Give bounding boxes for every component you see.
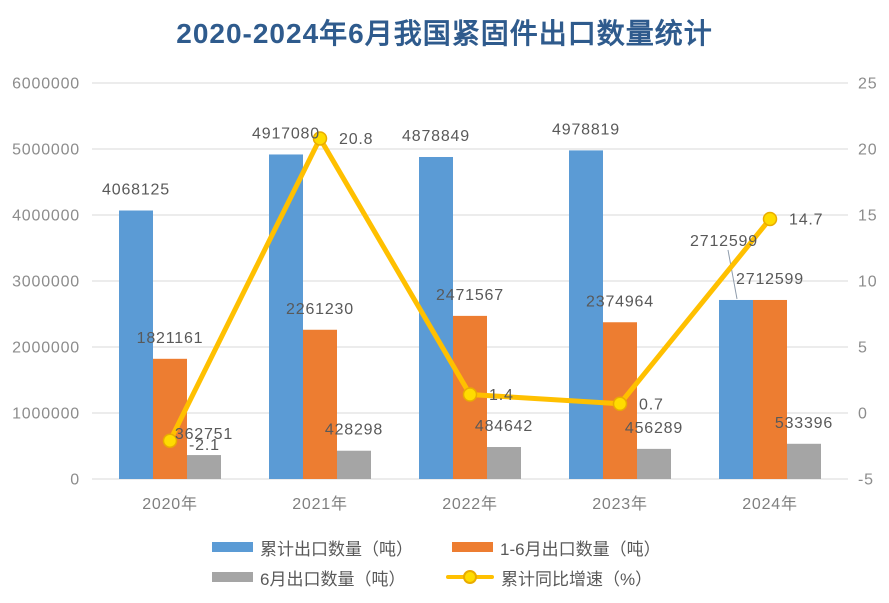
bar-cumulative-export-2023年 bbox=[569, 150, 603, 479]
line-label-yoy-cumulative-growth: 0.7 bbox=[639, 396, 664, 413]
line-label-yoy-cumulative-growth: -2.1 bbox=[189, 437, 220, 454]
bar-label-june-export: 362751 bbox=[175, 426, 233, 443]
bar-label-jan-jun-export: 2712599 bbox=[736, 271, 804, 288]
bar-jan-jun-export-2021年 bbox=[303, 329, 337, 479]
bar-cumulative-export-2024年 bbox=[719, 299, 753, 479]
marker-yoy-cumulative-growth-2020年 bbox=[162, 433, 178, 448]
marker-yoy-cumulative-growth-2021年 bbox=[312, 131, 328, 146]
x-axis-label: 2021年 bbox=[292, 495, 348, 513]
line-label-yoy-cumulative-growth: 14.7 bbox=[789, 211, 823, 228]
bar-june-export-2021年 bbox=[337, 450, 371, 479]
bar-label-cumulative-export: 4068125 bbox=[102, 182, 170, 199]
y-axis-left-tick: 1000000 bbox=[12, 406, 80, 423]
bar-label-jan-jun-export: 2471567 bbox=[436, 287, 504, 304]
bar-jan-jun-export-2024年 bbox=[753, 299, 787, 479]
y-axis-right-tick: 5 bbox=[858, 340, 868, 357]
y-axis-left-tick: 6000000 bbox=[12, 76, 80, 93]
y-axis-left-tick: 5000000 bbox=[12, 142, 80, 159]
y-axis-left-tick: 3000000 bbox=[12, 274, 80, 291]
y-axis-left-tick: 2000000 bbox=[12, 340, 80, 357]
bar-label-june-export: 484642 bbox=[475, 418, 533, 435]
label-leader-line bbox=[727, 249, 738, 300]
y-axis-right-tick: -5 bbox=[858, 472, 874, 489]
bar-label-cumulative-export: 4978819 bbox=[552, 121, 620, 138]
x-axis-label: 2022年 bbox=[442, 495, 498, 513]
y-axis-left-tick: 4000000 bbox=[12, 208, 80, 225]
line-label-yoy-cumulative-growth: 1.4 bbox=[489, 387, 514, 404]
bar-label-cumulative-export: 2712599 bbox=[690, 233, 758, 250]
bar-label-jan-jun-export: 1821161 bbox=[137, 330, 204, 347]
x-axis-label: 2020年 bbox=[142, 495, 198, 513]
y-axis-right-tick: 25 bbox=[858, 76, 877, 93]
y-axis-right-tick: 15 bbox=[858, 208, 877, 225]
bar-june-export-2022年 bbox=[487, 447, 521, 479]
bar-label-june-export: 428298 bbox=[325, 422, 383, 439]
bar-label-cumulative-export: 4917080 bbox=[252, 125, 320, 142]
bar-cumulative-export-2020年 bbox=[119, 210, 153, 479]
y-axis-right-tick: 10 bbox=[858, 274, 877, 291]
bar-label-june-export: 533396 bbox=[775, 415, 833, 432]
x-axis-label: 2024年 bbox=[742, 495, 798, 513]
line-label-yoy-cumulative-growth: 20.8 bbox=[339, 131, 373, 148]
chart-title: 2020-2024年6月我国紧固件出口数量统计 bbox=[176, 18, 713, 49]
bar-label-jan-jun-export: 2374964 bbox=[586, 293, 654, 310]
marker-yoy-cumulative-growth-2024年 bbox=[762, 211, 778, 227]
bar-june-export-2020年 bbox=[187, 455, 221, 479]
y-axis-right-tick: 0 bbox=[858, 406, 868, 423]
bar-june-export-2024年 bbox=[787, 443, 821, 479]
y-axis-left-tick: 0 bbox=[70, 472, 80, 489]
marker-yoy-cumulative-growth-2023年 bbox=[612, 396, 628, 412]
bar-june-export-2023年 bbox=[637, 448, 671, 479]
bar-label-june-export: 456289 bbox=[625, 420, 683, 437]
x-axis-label: 2023年 bbox=[592, 495, 648, 513]
marker-yoy-cumulative-growth-2022年 bbox=[462, 387, 478, 402]
y-axis-right-tick: 20 bbox=[858, 142, 877, 159]
bar-label-jan-jun-export: 2261230 bbox=[286, 301, 354, 318]
bar-label-cumulative-export: 4878849 bbox=[402, 128, 470, 145]
